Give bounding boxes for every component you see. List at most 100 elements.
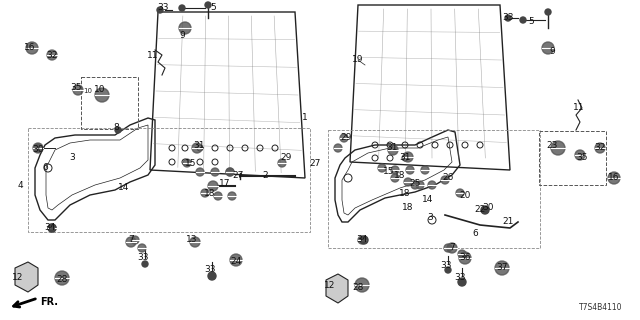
Text: 30: 30 [483,204,493,212]
Text: 10: 10 [83,88,92,94]
Circle shape [192,143,202,153]
Circle shape [358,236,366,244]
Circle shape [95,88,109,102]
Circle shape [458,278,466,286]
Circle shape [47,50,57,60]
Text: T7S4B4110: T7S4B4110 [579,303,622,312]
Circle shape [33,143,43,153]
Text: FR.: FR. [40,297,58,307]
Text: 20: 20 [460,190,470,199]
Circle shape [428,181,436,189]
Text: 19: 19 [352,55,364,65]
Text: 32: 32 [46,52,58,60]
Circle shape [115,127,121,133]
Circle shape [421,166,429,174]
Circle shape [416,181,424,189]
Circle shape [126,237,136,247]
Circle shape [542,42,554,54]
Text: 6: 6 [472,229,478,238]
Circle shape [205,2,211,8]
Circle shape [458,250,466,258]
Polygon shape [326,274,348,303]
Circle shape [208,181,218,191]
Circle shape [391,166,399,174]
Circle shape [48,224,56,232]
Text: 15: 15 [383,167,395,177]
Text: 18: 18 [204,188,216,197]
Text: 32: 32 [595,143,605,153]
Circle shape [226,168,234,176]
Polygon shape [15,262,38,292]
Text: 3: 3 [427,213,433,222]
Text: 34: 34 [356,236,368,244]
Circle shape [278,159,286,167]
Text: 37: 37 [496,263,508,273]
Text: 29: 29 [340,133,352,142]
Circle shape [575,150,585,160]
Text: 31: 31 [399,154,411,163]
Circle shape [520,17,526,23]
Text: 18: 18 [399,188,411,197]
Circle shape [131,236,139,244]
Circle shape [73,85,83,95]
Circle shape [551,141,565,155]
Text: 35: 35 [576,154,588,163]
Circle shape [26,42,38,54]
Circle shape [445,267,451,273]
Circle shape [355,278,369,292]
Circle shape [456,189,464,197]
Text: 13: 13 [186,236,198,244]
Text: 7: 7 [449,244,455,252]
Circle shape [459,252,471,264]
Circle shape [447,243,457,253]
Text: 23: 23 [547,140,557,149]
Text: 29: 29 [280,154,292,163]
Circle shape [48,224,56,232]
Text: 12: 12 [324,281,336,290]
Text: 34: 34 [44,223,56,233]
Text: 27: 27 [309,158,321,167]
Text: 22: 22 [474,205,486,214]
Circle shape [230,254,242,266]
Circle shape [444,244,452,252]
Circle shape [334,144,342,152]
Circle shape [201,189,209,197]
Text: 33: 33 [502,13,514,22]
Text: 9: 9 [179,31,185,41]
Text: 2: 2 [262,171,268,180]
Circle shape [441,176,449,184]
Text: 9: 9 [549,47,555,57]
Circle shape [340,134,348,142]
Circle shape [404,178,412,186]
Circle shape [391,174,399,182]
Circle shape [595,143,605,153]
Text: 26: 26 [442,173,454,182]
Text: 27: 27 [232,171,244,180]
Circle shape [142,261,148,267]
Text: 3: 3 [69,154,75,163]
Text: 33: 33 [204,266,216,275]
Circle shape [190,237,200,247]
Text: 1: 1 [302,114,308,123]
Circle shape [214,192,222,200]
Text: 17: 17 [220,180,231,188]
Circle shape [196,168,204,176]
Circle shape [388,145,398,155]
Text: 24: 24 [230,257,242,266]
Circle shape [411,181,419,189]
Text: 25: 25 [410,179,420,188]
Circle shape [495,261,509,275]
Text: 33: 33 [454,274,466,283]
Circle shape [608,172,620,184]
Circle shape [378,164,386,172]
Circle shape [403,152,413,162]
Text: 5: 5 [528,18,534,27]
Text: 14: 14 [118,183,130,193]
Circle shape [183,159,191,167]
Text: 35: 35 [70,84,82,92]
Text: 10: 10 [94,85,106,94]
Text: 33: 33 [157,4,169,12]
Text: 5: 5 [210,4,216,12]
Circle shape [157,7,163,13]
Text: 36: 36 [460,253,471,262]
